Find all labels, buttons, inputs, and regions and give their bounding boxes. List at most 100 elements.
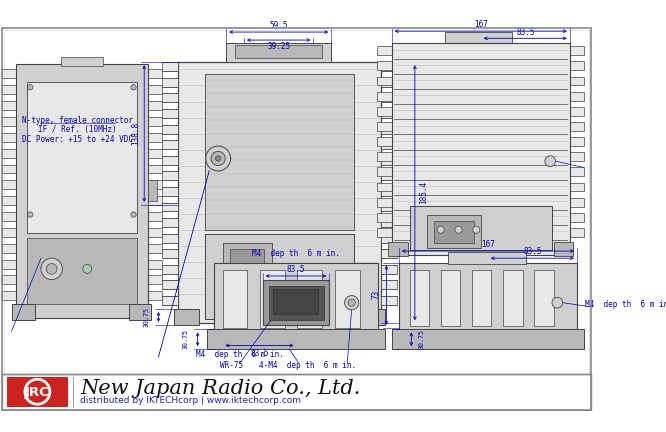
Bar <box>162 218 178 227</box>
Bar <box>129 304 151 320</box>
Bar <box>2 101 16 110</box>
Bar <box>381 156 397 165</box>
Bar <box>2 70 16 78</box>
Text: 83.5: 83.5 <box>287 265 305 274</box>
Circle shape <box>348 299 355 306</box>
Bar <box>2 165 16 173</box>
Bar <box>222 243 272 292</box>
Bar <box>2 117 16 126</box>
Bar <box>381 218 397 227</box>
Bar <box>2 374 591 410</box>
Bar <box>162 140 178 149</box>
Bar <box>148 196 162 205</box>
Bar <box>162 172 178 180</box>
Bar <box>388 242 408 257</box>
Bar <box>260 270 285 327</box>
Bar <box>381 125 397 133</box>
Bar <box>162 280 178 289</box>
Bar <box>226 43 331 62</box>
Bar <box>148 180 157 201</box>
Bar <box>148 165 162 173</box>
Bar <box>378 61 392 70</box>
Bar <box>378 137 392 146</box>
Text: DC Power: +15 to +24 VDC: DC Power: +15 to +24 VDC <box>22 135 133 144</box>
Bar <box>378 167 392 176</box>
Bar <box>174 309 198 325</box>
Bar <box>570 46 584 55</box>
Bar <box>570 92 584 101</box>
Bar <box>297 270 322 327</box>
Bar <box>381 109 397 118</box>
Bar <box>162 234 178 243</box>
Circle shape <box>131 85 137 90</box>
Bar <box>148 276 162 284</box>
Bar <box>553 242 573 257</box>
Bar <box>206 330 386 349</box>
Bar <box>570 76 584 86</box>
Bar <box>570 182 584 191</box>
Text: 138.8: 138.8 <box>131 122 140 145</box>
Bar <box>162 296 178 305</box>
Bar <box>441 270 460 326</box>
Bar <box>2 276 16 284</box>
Text: 59.5: 59.5 <box>270 21 288 30</box>
Bar <box>381 172 397 180</box>
Bar <box>445 32 512 44</box>
Bar <box>378 182 392 191</box>
Text: 30.75: 30.75 <box>144 307 150 327</box>
Bar <box>148 101 162 110</box>
Bar <box>410 270 429 326</box>
Circle shape <box>27 85 33 90</box>
Bar <box>204 74 354 230</box>
Bar <box>378 198 392 206</box>
Circle shape <box>131 212 137 217</box>
Bar <box>162 78 178 87</box>
Text: 83.5: 83.5 <box>516 28 535 37</box>
Bar <box>148 181 162 189</box>
Text: 4-M4  dep th  6 m in.: 4-M4 dep th 6 m in. <box>258 361 356 369</box>
Bar <box>335 270 360 327</box>
Bar <box>2 260 16 269</box>
Circle shape <box>552 297 563 308</box>
Bar <box>378 92 392 101</box>
Bar <box>434 221 474 243</box>
Bar <box>13 304 35 320</box>
Bar <box>2 212 16 221</box>
Bar <box>7 378 68 407</box>
Text: 83.5: 83.5 <box>250 349 269 358</box>
Text: 39.25: 39.25 <box>267 42 290 51</box>
Bar <box>378 213 392 222</box>
Bar <box>148 244 162 253</box>
Bar <box>162 156 178 165</box>
Bar <box>162 62 178 71</box>
Bar <box>27 238 137 305</box>
Bar <box>570 228 584 237</box>
Bar <box>381 249 397 258</box>
Circle shape <box>437 226 444 233</box>
Bar <box>27 82 137 233</box>
Circle shape <box>41 258 63 280</box>
Bar <box>570 152 584 161</box>
Bar <box>162 109 178 118</box>
Circle shape <box>211 151 225 165</box>
Circle shape <box>473 226 480 233</box>
Bar <box>392 43 570 254</box>
Bar <box>230 249 264 285</box>
Text: distributed by IKTECHcorp | www.iktechcorp.com: distributed by IKTECHcorp | www.iktechco… <box>80 396 301 405</box>
Bar <box>222 270 248 327</box>
Bar <box>378 46 392 55</box>
Bar <box>570 122 584 131</box>
Bar <box>162 249 178 258</box>
Text: JRC: JRC <box>25 386 50 399</box>
Circle shape <box>344 295 359 310</box>
Text: N-type, female connector: N-type, female connector <box>22 116 133 125</box>
Bar <box>381 93 397 102</box>
Bar <box>148 291 162 300</box>
Text: 73: 73 <box>371 290 380 299</box>
Bar <box>148 228 162 237</box>
Bar <box>162 93 178 102</box>
Text: M4  dep th  6 m in.: M4 dep th 6 m in. <box>196 350 284 359</box>
Bar <box>570 137 584 146</box>
Bar <box>148 133 162 142</box>
Bar <box>2 244 16 253</box>
